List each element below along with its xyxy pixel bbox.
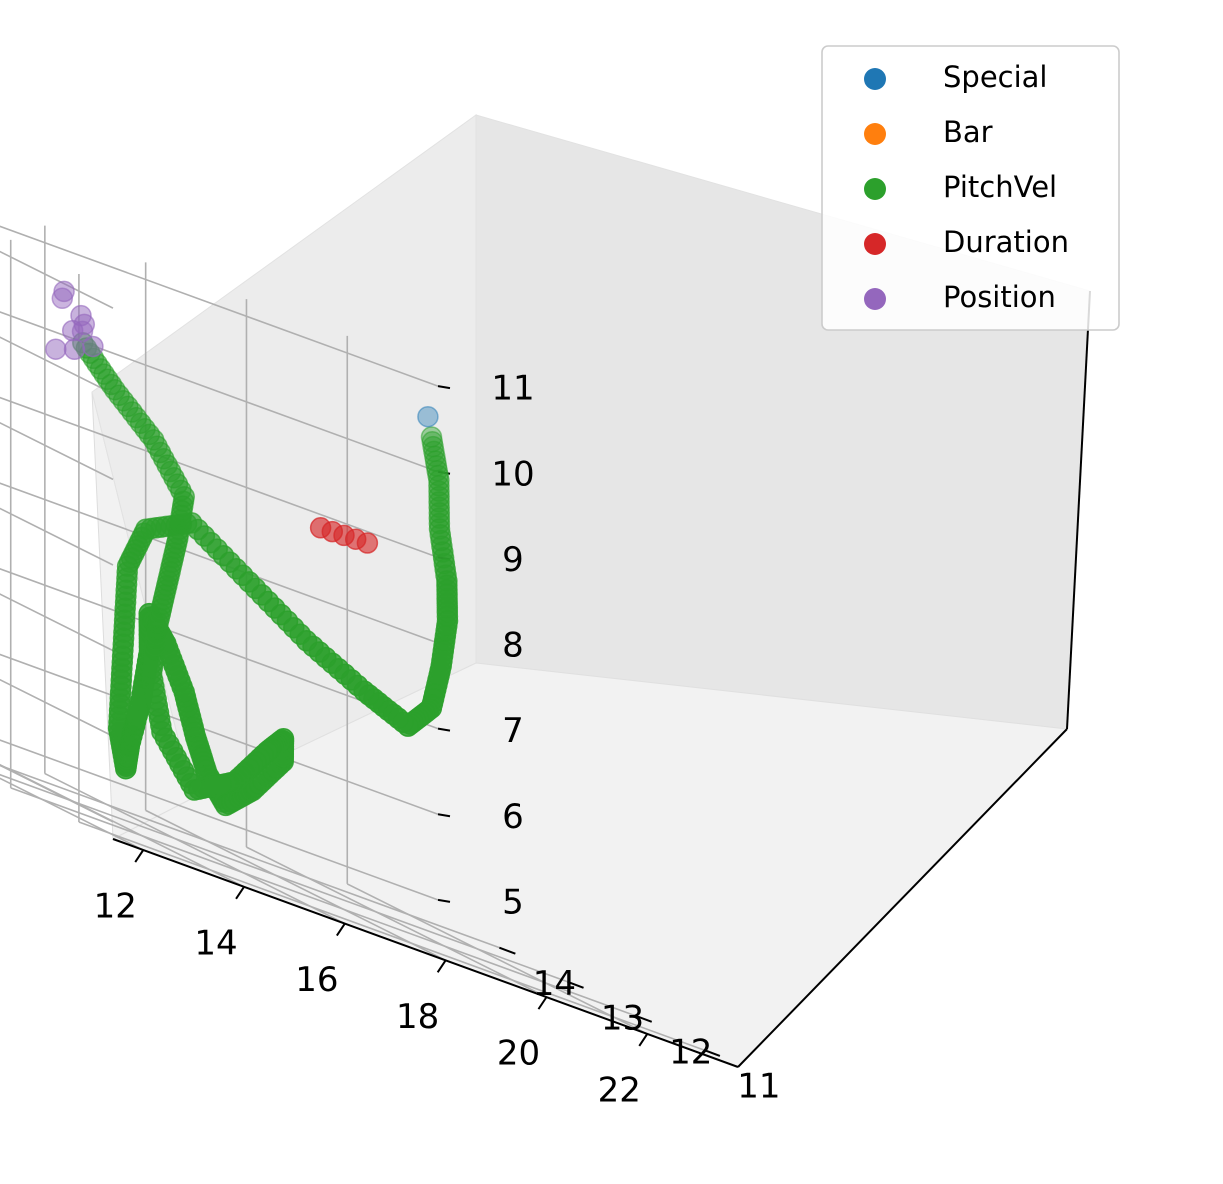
gridline-left-z bbox=[0, 507, 114, 566]
legend-label: PitchVel bbox=[943, 170, 1057, 204]
position-point bbox=[53, 280, 75, 303]
gridline-left-z bbox=[0, 421, 114, 481]
gridline-floor-x bbox=[0, 777, 144, 851]
z-tick-label: 5 bbox=[502, 882, 524, 922]
y-tick-label: 11 bbox=[737, 1066, 780, 1106]
z-tick bbox=[437, 727, 451, 732]
axes bbox=[112, 290, 1091, 1068]
gridline-floor-y bbox=[0, 764, 500, 949]
position-point bbox=[63, 338, 86, 361]
legend-label: Position bbox=[943, 280, 1056, 314]
legend-frame bbox=[821, 45, 1120, 331]
data-points bbox=[45, 280, 459, 817]
z-tick-label: 7 bbox=[502, 711, 524, 751]
tick-labels: 12 14 16 18 20 22 11 12 13 14 5 6 7 8 9 10 11 bbox=[94, 369, 781, 1111]
gridline-back-z bbox=[0, 396, 439, 559]
special-point bbox=[417, 405, 439, 428]
duration-point bbox=[356, 532, 379, 554]
x-tick bbox=[537, 996, 548, 1010]
z-tick bbox=[437, 385, 451, 390]
x-tick bbox=[638, 1033, 649, 1047]
x-tick-label: 20 bbox=[497, 1034, 540, 1074]
gridline-left-z bbox=[0, 764, 114, 823]
y-axis-line bbox=[737, 728, 1068, 1068]
z-tick-label: 11 bbox=[491, 369, 534, 409]
gridline-floor-y bbox=[10, 787, 637, 1017]
legend-marker bbox=[864, 233, 886, 255]
legend-marker bbox=[864, 68, 886, 90]
x-tick-label: 18 bbox=[396, 997, 439, 1037]
z-tick-label: 6 bbox=[502, 797, 524, 837]
position-point bbox=[82, 335, 104, 358]
legend-items: Special Bar PitchVel Duration Position bbox=[864, 60, 1069, 314]
gridline-left-z bbox=[0, 678, 114, 737]
gridline-floor-x bbox=[44, 772, 346, 925]
gridline-left-z bbox=[0, 336, 114, 395]
z-tick-label: 8 bbox=[502, 626, 524, 666]
legend-marker bbox=[864, 288, 886, 310]
legend-label: Duration bbox=[943, 225, 1069, 259]
position-point bbox=[73, 313, 96, 336]
x-tick bbox=[134, 849, 145, 863]
gridline-back-z bbox=[0, 739, 439, 901]
z-axis-line bbox=[1066, 290, 1091, 730]
gridline-back-z bbox=[0, 311, 439, 473]
position-point bbox=[45, 338, 67, 360]
legend: Special Bar PitchVel Duration Position bbox=[821, 45, 1120, 331]
x-tick-label: 14 bbox=[194, 923, 237, 963]
x-tick-label: 16 bbox=[295, 960, 338, 1000]
y-tick-label: 14 bbox=[533, 964, 576, 1004]
gridline-floor-x bbox=[246, 846, 547, 998]
legend-marker bbox=[864, 123, 886, 145]
y-tick bbox=[635, 1014, 653, 1023]
gridline-floor-x bbox=[145, 809, 447, 962]
gridline-floor-x bbox=[346, 883, 648, 1035]
x-tick-label: 22 bbox=[598, 1070, 641, 1110]
y-tick bbox=[499, 946, 516, 955]
x-tick-label: 12 bbox=[94, 887, 137, 927]
position-point bbox=[71, 320, 94, 343]
gridline-back-z bbox=[0, 482, 439, 644]
x-axis-line bbox=[112, 838, 739, 1068]
z-tick-label: 10 bbox=[491, 454, 534, 494]
gridline-floor-y bbox=[78, 821, 705, 1051]
y-tick-label: 12 bbox=[669, 1032, 712, 1072]
y-tick bbox=[567, 980, 584, 989]
z-tick bbox=[437, 898, 451, 903]
x-tick bbox=[436, 959, 447, 973]
legend-marker bbox=[864, 178, 886, 200]
x-tick bbox=[336, 923, 346, 937]
gridline-left-z bbox=[0, 593, 114, 652]
y-tick bbox=[703, 1049, 721, 1057]
gridline-floor-y bbox=[0, 773, 568, 983]
gridline-back-z bbox=[0, 225, 439, 387]
y-tick-label: 13 bbox=[601, 998, 644, 1038]
legend-label: Special bbox=[943, 60, 1048, 94]
z-tick-label: 9 bbox=[502, 540, 524, 580]
x-tick bbox=[235, 886, 245, 900]
legend-label: Bar bbox=[943, 115, 993, 149]
z-tick bbox=[437, 813, 451, 818]
